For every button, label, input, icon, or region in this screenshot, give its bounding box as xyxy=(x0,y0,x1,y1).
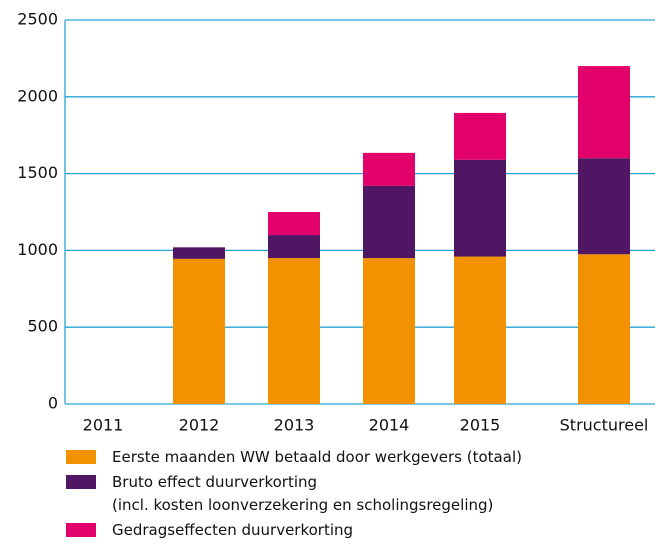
y-tick-label: 2000 xyxy=(17,86,58,105)
bar-segment xyxy=(578,158,630,255)
bar-segment xyxy=(578,66,630,159)
bar-segment xyxy=(268,258,320,404)
bar-segment xyxy=(363,258,415,404)
bar-segment xyxy=(454,159,506,257)
legend-label: Gedragseffecten duurverkorting xyxy=(112,521,354,539)
x-tick-label: 2013 xyxy=(274,416,315,435)
y-tick-label: 0 xyxy=(48,394,58,413)
bar-segment xyxy=(363,185,415,259)
bar-segment xyxy=(578,254,630,404)
bar-segment xyxy=(454,112,506,160)
legend-swatch xyxy=(66,475,96,489)
chart: 0 500 1000 1500 2000 2500 2011 2012 2013 2014 2015… xyxy=(17,10,655,435)
legend-item: Eerste maanden WW betaald door werkgever… xyxy=(66,446,522,469)
bar-segment xyxy=(173,247,225,259)
x-tick-label: 2011 xyxy=(83,416,124,435)
x-tick-label: 2015 xyxy=(460,416,501,435)
legend-label: Bruto effect duurverkorting (incl. koste… xyxy=(112,473,494,514)
x-tick-label: 2012 xyxy=(179,416,220,435)
bar-segment xyxy=(454,256,506,404)
legend-swatch xyxy=(66,523,96,537)
y-tick-label: 2500 xyxy=(17,10,58,29)
bar-segment xyxy=(268,235,320,259)
legend-label: Eerste maanden WW betaald door werkgever… xyxy=(112,448,522,466)
bar-segment xyxy=(268,212,320,236)
y-tick-label: 1000 xyxy=(17,240,58,259)
legend-swatch xyxy=(66,450,96,464)
bar-segment xyxy=(363,152,415,186)
x-tick-label: Structureel xyxy=(560,416,649,435)
y-tick-label: 500 xyxy=(27,317,58,336)
bar-segment xyxy=(173,258,225,404)
legend: Eerste maanden WW betaald door werkgever… xyxy=(66,446,522,544)
legend-item: Bruto effect duurverkorting (incl. koste… xyxy=(66,471,522,517)
x-tick-label: 2014 xyxy=(369,416,410,435)
legend-item: Gedragseffecten duurverkorting xyxy=(66,519,522,542)
y-tick-label: 1500 xyxy=(17,163,58,182)
